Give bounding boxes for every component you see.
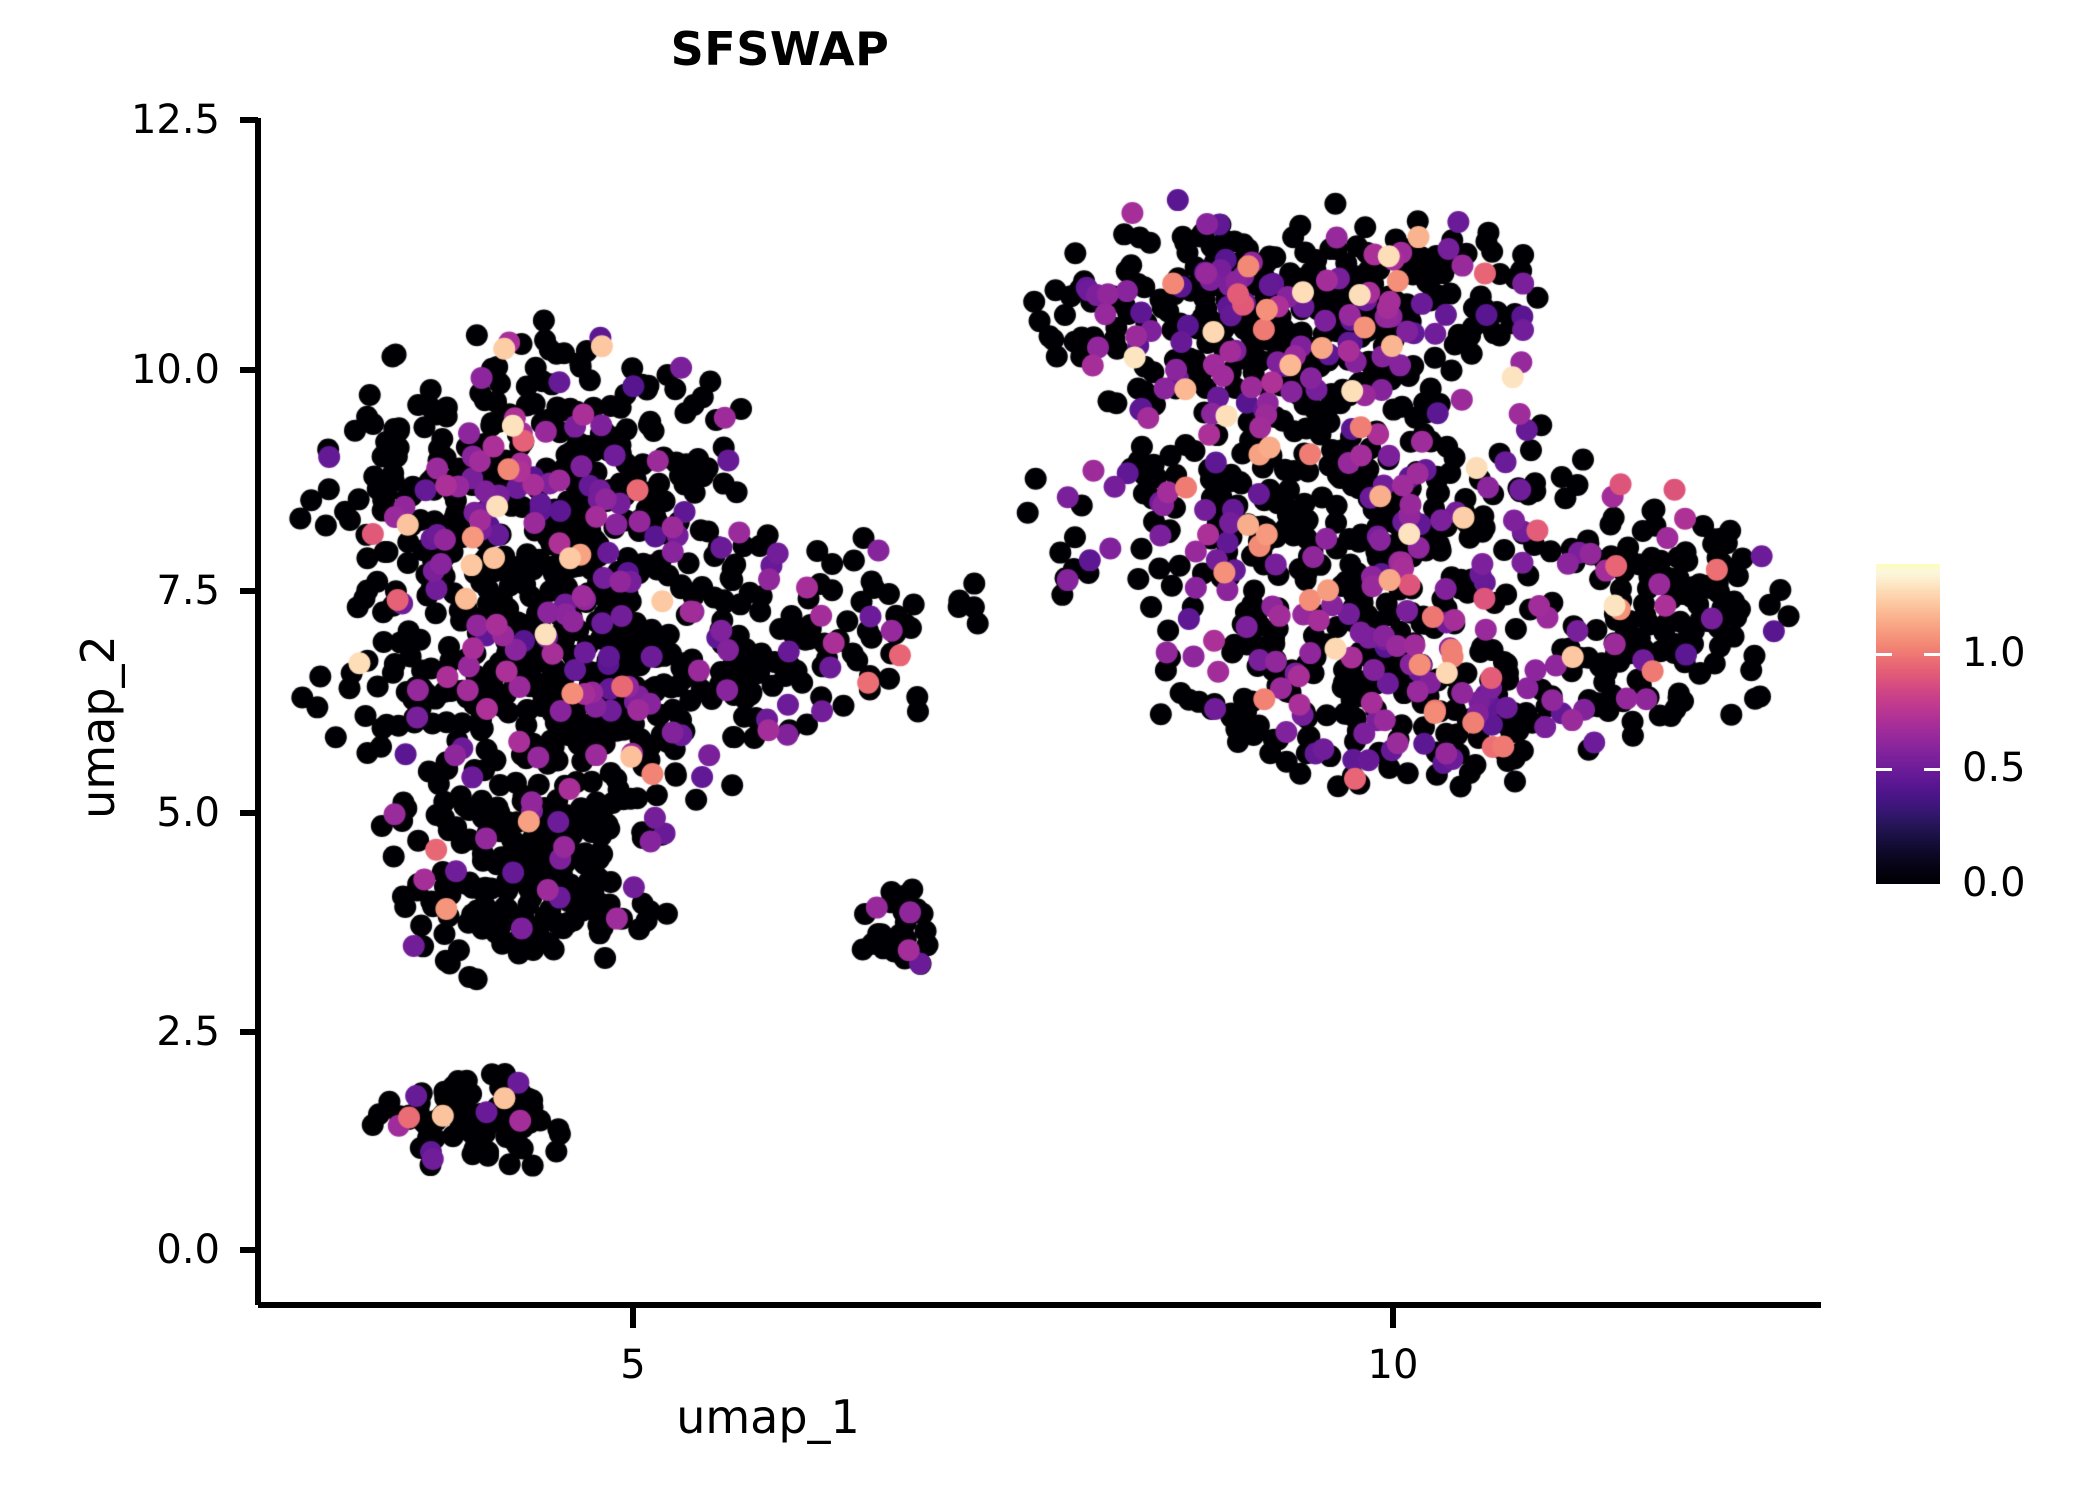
y-tick-label-10-0: 10.0 — [130, 347, 220, 393]
y-tick-label-2-5: 2.5 — [156, 1009, 220, 1055]
x-tick-label-10: 10 — [1367, 1342, 1419, 1388]
y-tick-label-0-0: 0.0 — [156, 1227, 220, 1273]
colorbar-tick-0-5-left — [1876, 768, 1892, 771]
colorbar-tick-label-1-0: 1.0 — [1962, 630, 2026, 676]
colorbar-tick-label-0-5: 0.5 — [1962, 745, 2026, 791]
colorbar-tick-1-0-right — [1924, 653, 1940, 656]
colorbar-tick-1-0-left — [1876, 653, 1892, 656]
y-tick-label-5-0: 5.0 — [156, 790, 220, 836]
y-axis-label: umap_2 — [71, 635, 125, 819]
x-tick-label-5: 5 — [620, 1342, 646, 1388]
y-tick-label-7-5: 7.5 — [156, 568, 220, 614]
colorbar — [1876, 564, 1940, 884]
colorbar-tick-label-0-0: 0.0 — [1962, 860, 2026, 906]
colorbar-tick-0-5-right — [1924, 768, 1940, 771]
x-axis-label: umap_1 — [676, 1390, 860, 1444]
y-tick-label-12-5: 12.5 — [130, 97, 220, 143]
